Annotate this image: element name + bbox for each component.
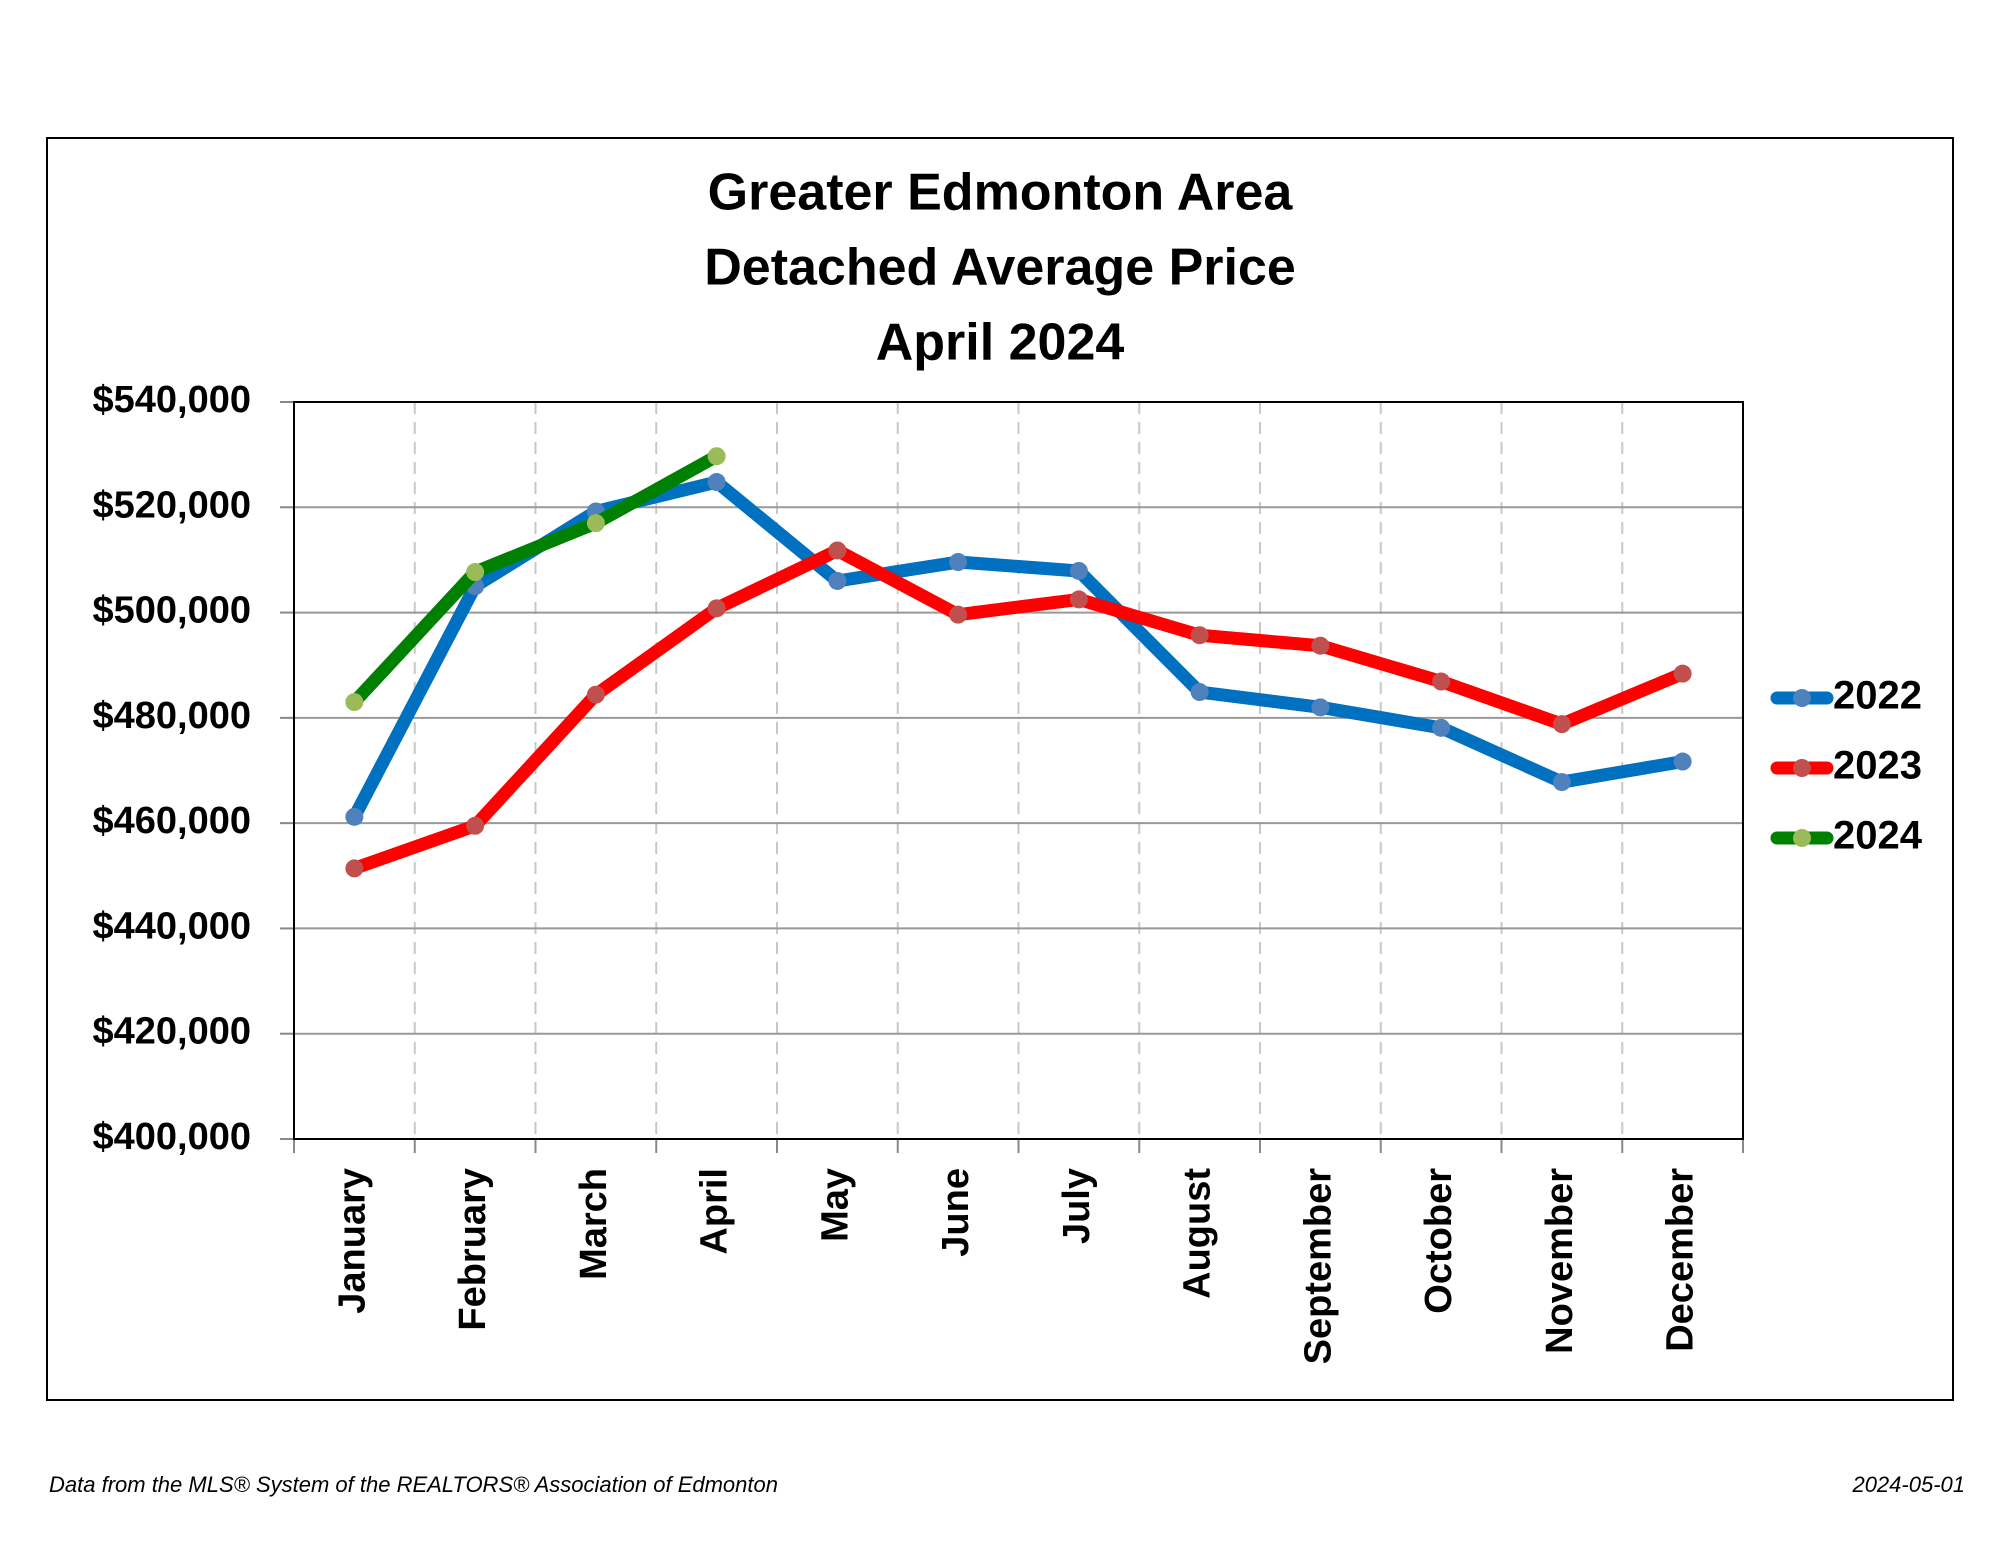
data-point: [1190, 626, 1209, 645]
x-tick-label: February: [452, 1168, 494, 1331]
x-tick-label: June: [935, 1168, 977, 1257]
chart-title: April 2024: [876, 314, 1125, 372]
chart-title: Greater Edmonton Area: [708, 164, 1294, 222]
legend-label: 2022: [1833, 674, 1922, 718]
legend-label: 2023: [1833, 744, 1922, 788]
data-point: [1069, 590, 1088, 609]
x-tick-label: July: [1056, 1168, 1098, 1244]
data-point: [1432, 718, 1451, 737]
data-point: [466, 816, 485, 835]
data-point: [1673, 752, 1692, 771]
legend-marker: [1793, 759, 1811, 777]
data-point: [586, 685, 605, 704]
series-line: [348, 475, 1684, 820]
data-point: [586, 514, 605, 533]
chart-title: Detached Average Price: [704, 239, 1296, 297]
data-point: [345, 693, 364, 712]
data-point: [1190, 683, 1209, 702]
x-tick-label: March: [573, 1168, 615, 1280]
data-point: [707, 599, 726, 618]
data-point: [345, 807, 364, 826]
y-tick-label: $520,000: [93, 484, 252, 526]
data-point: [949, 605, 968, 624]
legend-marker: [1793, 689, 1811, 707]
y-tick-label: $400,000: [93, 1116, 252, 1158]
data-point: [1311, 698, 1330, 717]
data-point: [1673, 664, 1692, 683]
x-tick-label: August: [1177, 1168, 1219, 1299]
x-tick-label: September: [1297, 1168, 1339, 1365]
y-tick-label: $540,000: [93, 379, 252, 421]
chart-frame: [46, 137, 1954, 1401]
x-tick-label: January: [331, 1168, 373, 1314]
x-tick-label: May: [814, 1168, 856, 1242]
data-point: [707, 473, 726, 492]
data-point: [828, 571, 847, 590]
source-note: Data from the MLS® System of the REALTOR…: [49, 1472, 778, 1497]
data-point: [949, 553, 968, 572]
y-tick-label: $500,000: [93, 590, 252, 632]
data-point: [466, 563, 485, 582]
x-tick-label: November: [1539, 1168, 1581, 1354]
legend-label: 2024: [1833, 814, 1923, 858]
data-point: [1432, 672, 1451, 691]
date: 2024-05-01: [1851, 1472, 1965, 1497]
y-tick-label: $480,000: [93, 695, 252, 737]
data-point: [828, 541, 847, 560]
data-point: [1069, 561, 1088, 580]
data-point: [1552, 715, 1571, 734]
y-tick-label: $420,000: [93, 1011, 252, 1053]
y-tick-label: $460,000: [93, 800, 252, 842]
x-tick-label: October: [1418, 1168, 1460, 1314]
data-point: [345, 859, 364, 878]
x-tick-label: December: [1660, 1168, 1702, 1352]
series-line: [352, 543, 1686, 875]
series-line: [349, 450, 720, 707]
legend-marker: [1793, 829, 1811, 847]
y-tick-label: $440,000: [93, 905, 252, 947]
data-point: [707, 447, 726, 466]
plot-area: [293, 401, 1744, 1140]
x-tick-label: April: [694, 1168, 736, 1255]
data-point: [1552, 773, 1571, 792]
data-point: [1311, 636, 1330, 655]
